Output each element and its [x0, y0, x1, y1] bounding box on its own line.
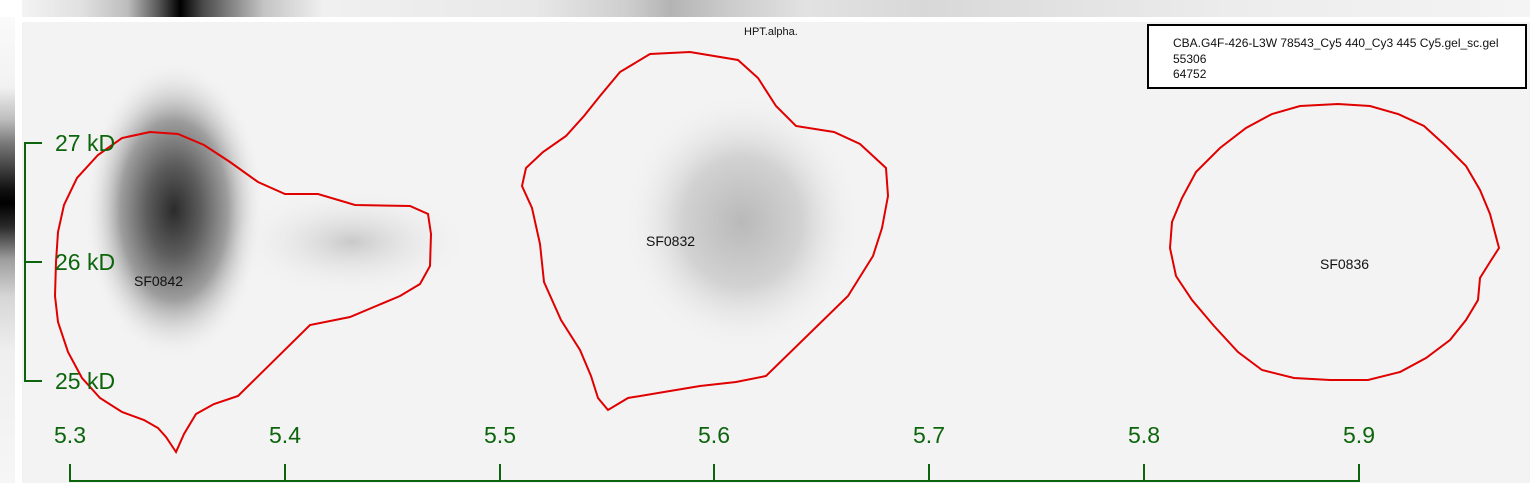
mw-axis [24, 142, 42, 382]
legend-box: CBA.G4F-426-L3W 78543_Cy5 440_Cy3 445 Cy… [1147, 24, 1527, 89]
pi-label-5-9: 5.9 [1343, 422, 1375, 448]
legend-line-2: 55306 [1173, 52, 1207, 66]
protein-spot-sf0832 [622, 92, 862, 352]
legend-filename: CBA.G4F-426-L3W 78543_Cy5 440_Cy3 445 Cy… [1173, 36, 1499, 50]
pi-label-5-6: 5.6 [698, 422, 730, 448]
pi-label-5-3: 5.3 [54, 422, 86, 448]
protein-spot-sf0842-tail [232, 187, 472, 297]
mw-label-25: 25 kD [55, 368, 116, 394]
pi-label-5-8: 5.8 [1128, 422, 1160, 448]
gel-background [84, 60, 862, 360]
pi-label-5-7: 5.7 [913, 422, 945, 448]
mw-label-27: 27 kD [55, 130, 116, 156]
top-intensity-strip [22, 0, 1530, 17]
pi-label-5-5: 5.5 [484, 422, 516, 448]
pi-label-5-4: 5.4 [269, 422, 301, 448]
spot-label-sf0832: SF0832 [646, 233, 696, 249]
spot-label-sf0836: SF0836 [1320, 256, 1370, 272]
pi-axis [69, 464, 1360, 482]
gel-title: HPT.alpha. [744, 26, 798, 38]
spot-outline-sf0832[interactable] [520, 50, 890, 412]
left-intensity-strip [0, 17, 15, 483]
mw-label-26: 26 kD [55, 249, 116, 275]
gel-image [22, 22, 1530, 483]
legend-line-3: 64752 [1173, 67, 1207, 81]
spot-outline-sf0842[interactable] [53, 130, 433, 455]
protein-spot-sf0842 [84, 60, 264, 360]
spot-outline-sf0836[interactable] [1168, 102, 1501, 381]
spot-label-sf0842: SF0842 [134, 273, 184, 289]
